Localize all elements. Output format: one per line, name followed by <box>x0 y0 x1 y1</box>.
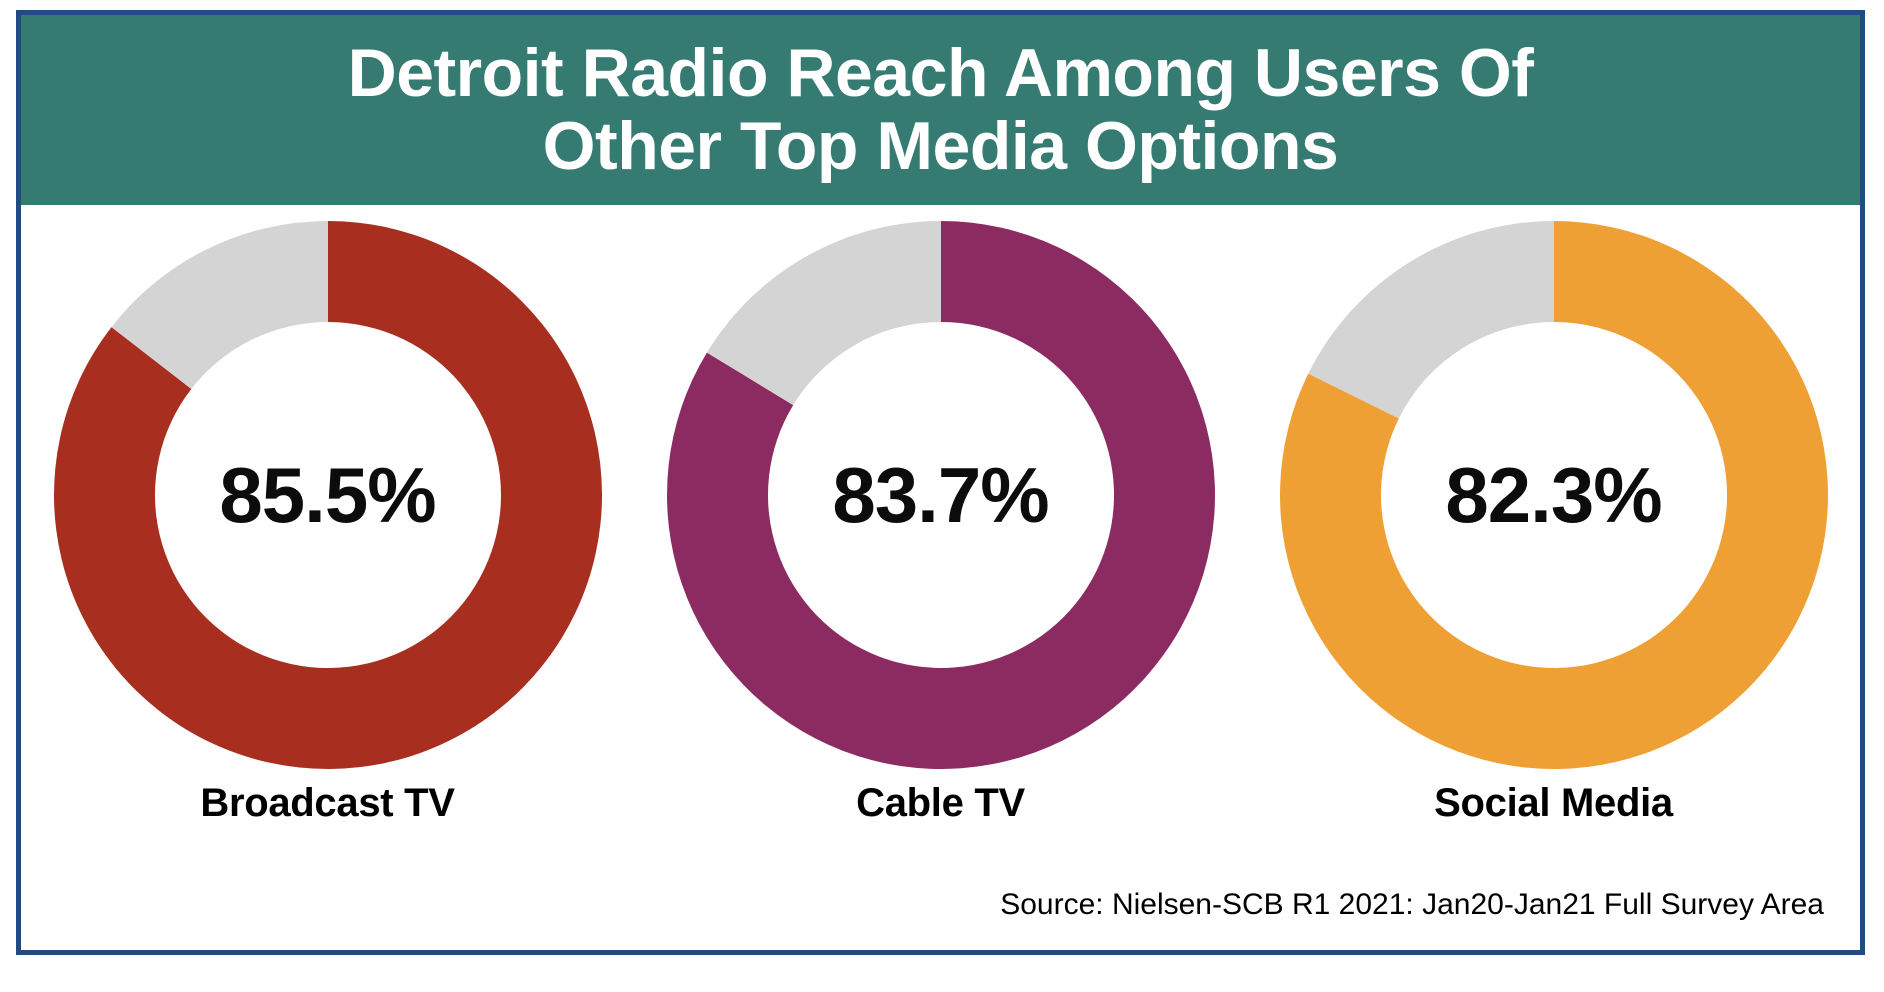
donut-graphic-social-media: 82.3% <box>1279 221 1828 769</box>
donut-graphic-broadcast-tv: 85.5% <box>53 221 602 769</box>
donut-slices-cable-tv <box>666 221 1215 769</box>
donut-slice <box>1279 221 1828 769</box>
donut-svg-broadcast-tv <box>53 221 602 769</box>
donut-graphic-cable-tv: 83.7% <box>666 221 1215 769</box>
header-band: Detroit Radio Reach Among Users Of Other… <box>21 15 1860 205</box>
source-note: Source: Nielsen-SCB R1 2021: Jan20-Jan21… <box>1000 888 1824 921</box>
donut-chart-row: 85.5% Broadcast TV 83.7% Cable TV 82.3% … <box>21 205 1860 825</box>
donut-slice <box>53 221 602 769</box>
donut-slice <box>110 221 328 389</box>
donut-slice <box>666 221 1215 769</box>
donut-chart-broadcast-tv: 85.5% Broadcast TV <box>48 205 608 826</box>
donut-slices-broadcast-tv <box>53 221 602 769</box>
donut-slices-social-media <box>1279 221 1828 769</box>
donut-slice <box>1307 221 1554 419</box>
donut-label-broadcast-tv: Broadcast TV <box>200 781 455 825</box>
donut-slice <box>706 221 941 406</box>
donut-svg-social-media <box>1279 221 1828 769</box>
donut-chart-cable-tv: 83.7% Cable TV <box>661 205 1221 826</box>
infographic-card: Detroit Radio Reach Among Users Of Other… <box>16 10 1865 955</box>
donut-svg-cable-tv <box>666 221 1215 769</box>
donut-label-cable-tv: Cable TV <box>856 781 1025 825</box>
donut-label-social-media: Social Media <box>1434 781 1673 825</box>
page-title: Detroit Radio Reach Among Users Of Other… <box>347 35 1534 184</box>
donut-chart-social-media: 82.3% Social Media <box>1274 205 1834 826</box>
